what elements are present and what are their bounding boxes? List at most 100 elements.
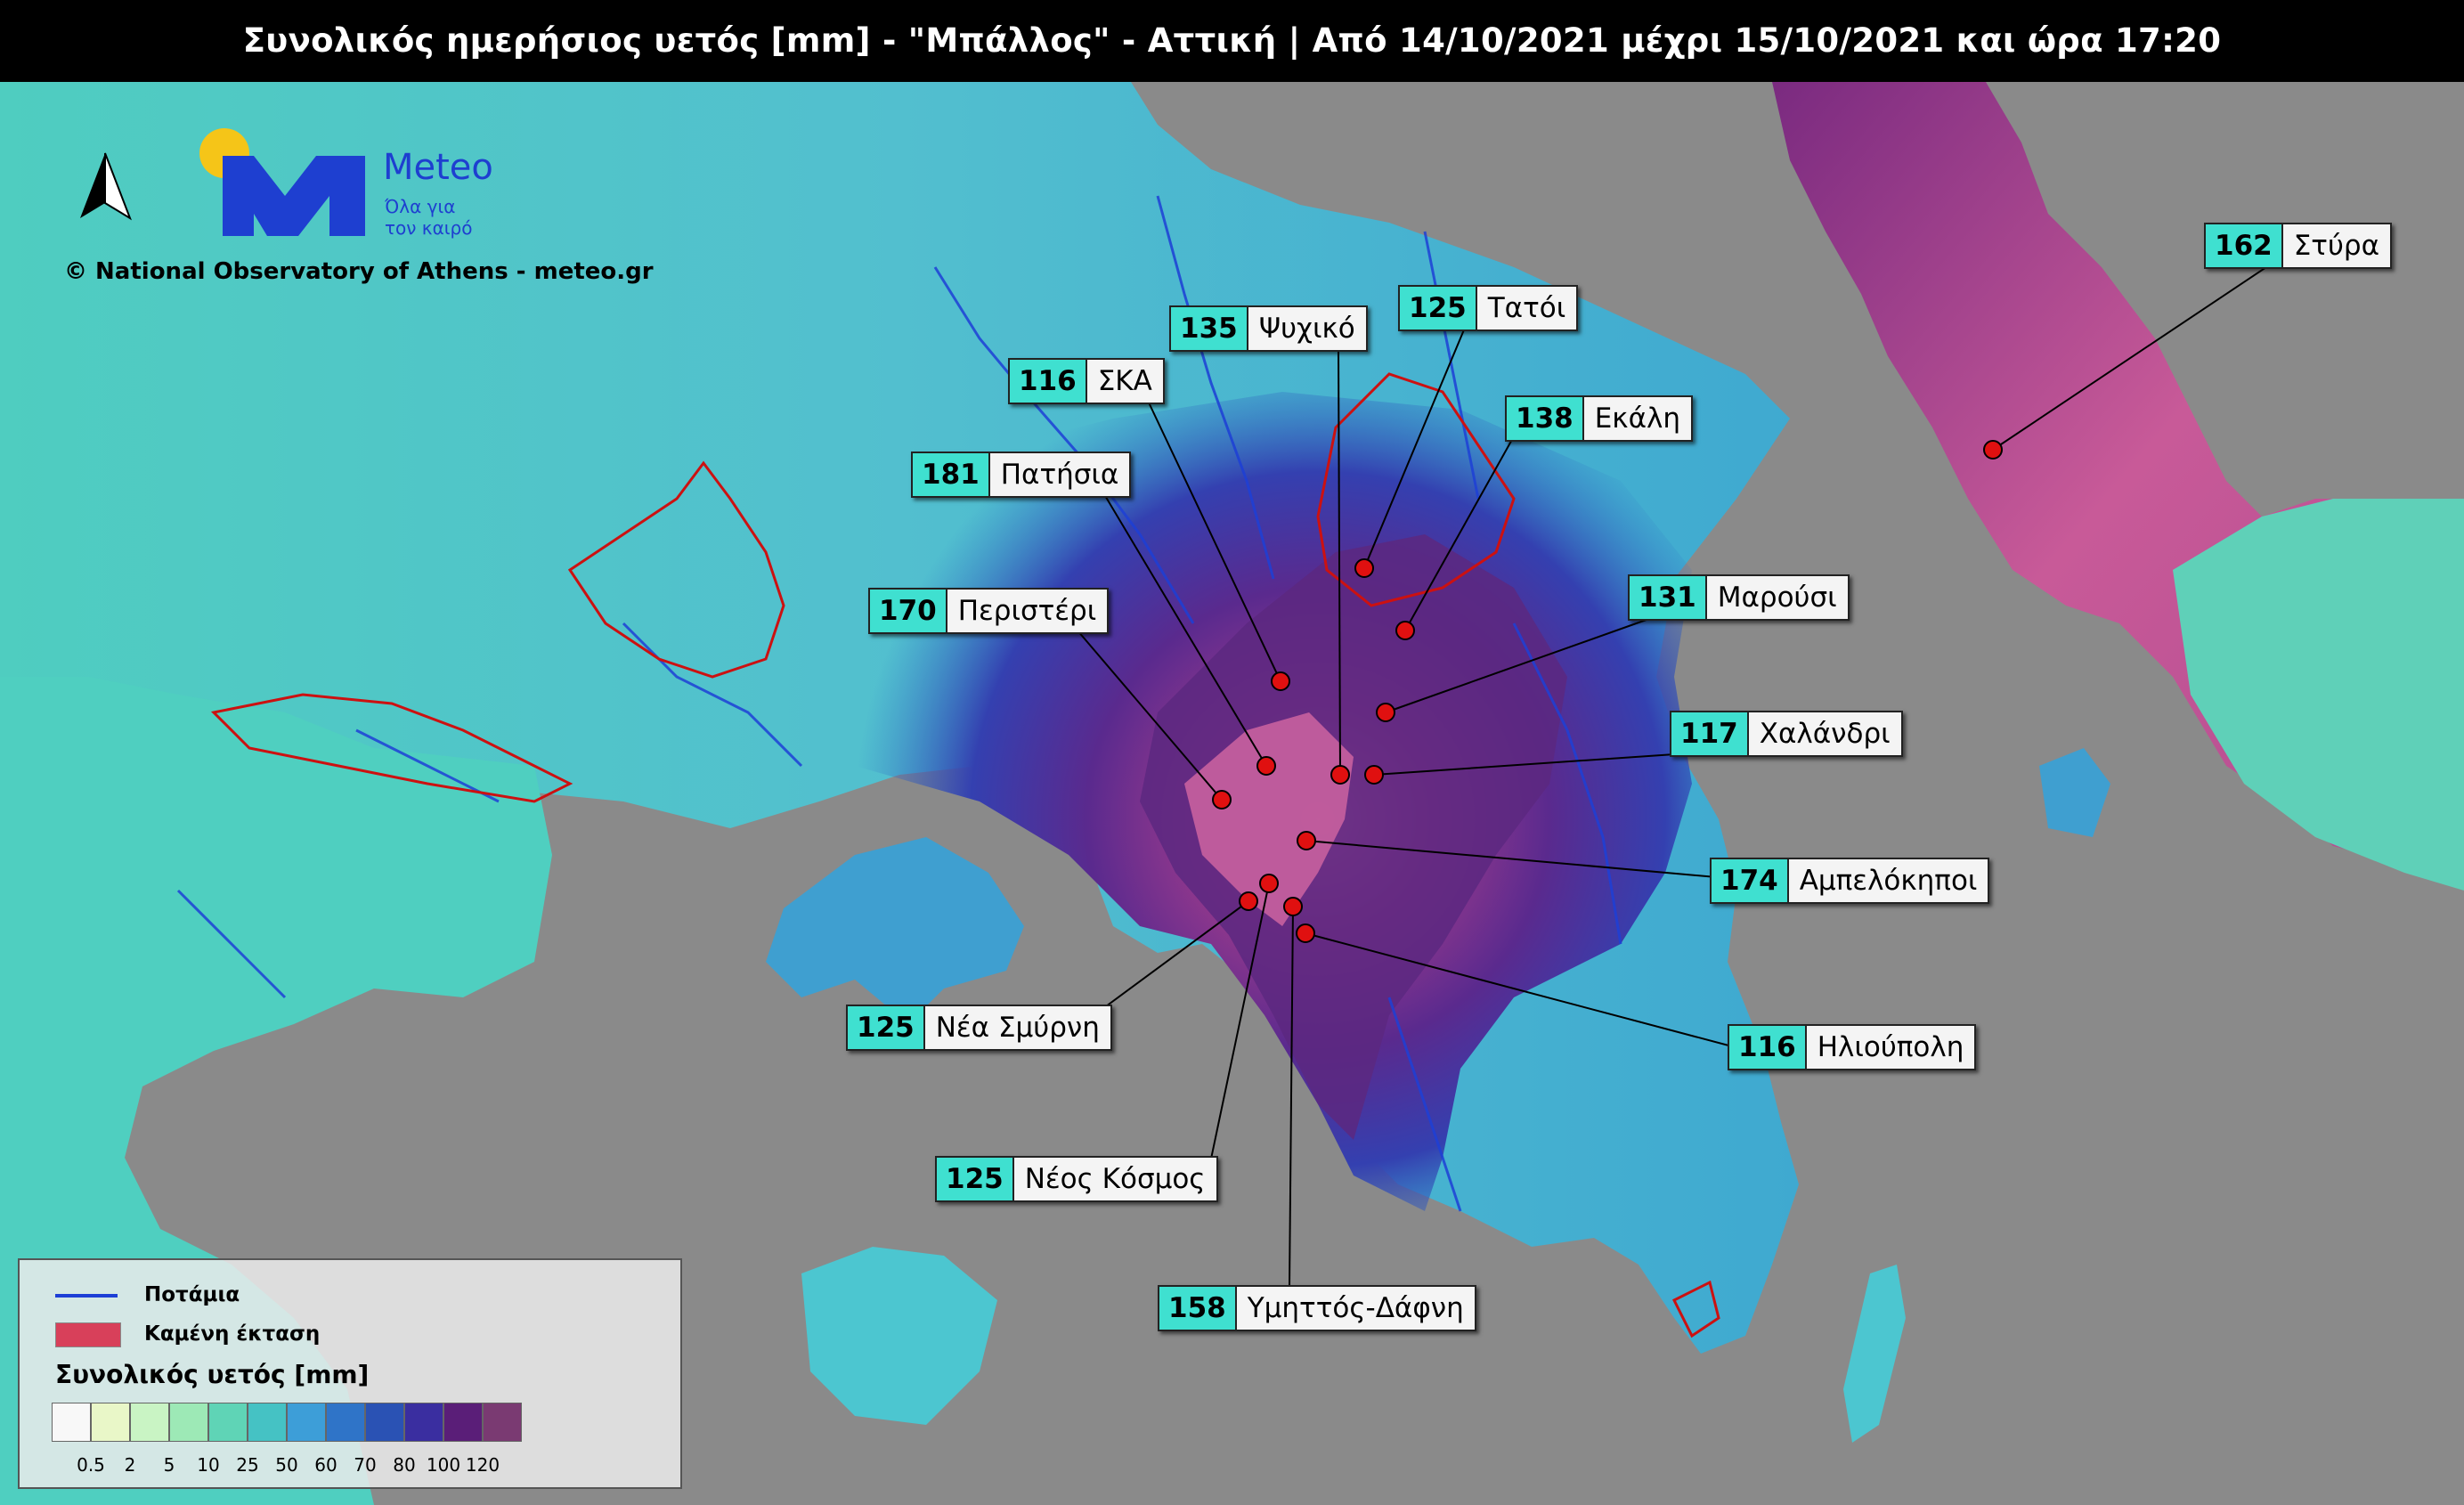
scale-swatch — [365, 1403, 404, 1442]
station-value: 117 — [1671, 712, 1747, 755]
station-dots — [1212, 440, 2003, 943]
station-value: 125 — [937, 1158, 1012, 1200]
station-dot[interactable] — [1297, 831, 1316, 850]
station-label-ampelokipoi[interactable]: 174 Αμπελόκηποι — [1710, 858, 1990, 904]
salamina-island — [766, 837, 1024, 1024]
rivers — [176, 195, 1622, 1212]
station-dot[interactable] — [1239, 891, 1258, 911]
station-dot[interactable] — [1296, 923, 1315, 943]
station-label-chalandri[interactable]: 117 Χαλάνδρι — [1670, 711, 1903, 757]
scale-swatch — [287, 1403, 326, 1442]
station-value: 116 — [1010, 360, 1086, 403]
scale-swatch — [130, 1403, 169, 1442]
scale-tick-label: 25 — [236, 1454, 259, 1476]
station-label-ekali[interactable]: 138 Εκάλη — [1505, 395, 1694, 442]
station-name: Στύρα — [2281, 224, 2391, 267]
scale-tick-label: 0.5 — [77, 1454, 105, 1476]
station-value: 125 — [1400, 287, 1476, 329]
station-value: 181 — [913, 453, 988, 496]
scale-tick-label: 60 — [314, 1454, 337, 1476]
station-label-psychiko[interactable]: 135 Ψυχικό — [1169, 305, 1368, 352]
leader-lines — [1077, 266, 2267, 1288]
station-name: Υμηττός-Δάφνη — [1234, 1287, 1475, 1330]
station-value: 125 — [848, 1006, 923, 1049]
station-name: Νέα Σμύρνη — [923, 1006, 1110, 1049]
meteo-logo-icon — [199, 128, 365, 236]
station-name: Πατήσια — [988, 453, 1130, 496]
legend-burned-label: Καμένη έκταση — [144, 1322, 321, 1346]
station-name: Περιστέρι — [945, 590, 1108, 632]
burned-areas — [210, 372, 1720, 1338]
station-dot[interactable] — [1376, 703, 1395, 722]
station-label-patisia[interactable]: 181 Πατήσια — [911, 452, 1132, 498]
logo-wordmark: Meteo — [383, 147, 493, 188]
station-name: Ηλιούπολη — [1804, 1026, 1975, 1069]
scale-swatch — [169, 1403, 208, 1442]
station-name: Τατόι — [1475, 287, 1577, 329]
station-dot[interactable] — [1395, 621, 1415, 640]
station-label-ymittos-dafni[interactable]: 158 Υμηττός-Δάφνη — [1158, 1285, 1476, 1331]
station-label-ska[interactable]: 116 ΣΚΑ — [1008, 358, 1165, 404]
scale-swatch — [483, 1403, 522, 1442]
aegina-island — [801, 1247, 997, 1425]
station-value: 170 — [870, 590, 946, 632]
station-label-styra[interactable]: 162 Στύρα — [2204, 223, 2393, 269]
station-dot[interactable] — [1330, 765, 1350, 785]
scale-swatch — [52, 1403, 91, 1442]
copyright-text: © National Observatory of Athens - meteo… — [64, 258, 654, 285]
islet-south — [1843, 1265, 1906, 1443]
scale-tick-label: 10 — [197, 1454, 220, 1476]
scale-tick-label: 2 — [124, 1454, 136, 1476]
station-label-neos-kosmos[interactable]: 125 Νέος Κόσμος — [935, 1156, 1218, 1202]
station-dot[interactable] — [1983, 440, 2003, 460]
map-title: Συνολικός ημερήσιος υετός [mm] - "Μπάλλο… — [0, 0, 2464, 82]
station-value: 138 — [1507, 397, 1582, 440]
burned-area-swatch-icon — [55, 1322, 121, 1347]
station-label-tatoi[interactable]: 125 Τατόι — [1398, 285, 1579, 331]
station-label-peristeri[interactable]: 170 Περιστέρι — [868, 588, 1110, 634]
station-value: 158 — [1159, 1287, 1235, 1330]
scale-tick-label: 50 — [275, 1454, 298, 1476]
islet-east — [2039, 748, 2110, 837]
rain-peak-zone — [1184, 712, 1354, 926]
scale-swatch — [208, 1403, 248, 1442]
station-name: ΣΚΑ — [1085, 360, 1163, 403]
scale-tick-label: 80 — [393, 1454, 416, 1476]
station-value: 162 — [2206, 224, 2281, 267]
station-dot[interactable] — [1354, 558, 1374, 578]
scale-swatch — [326, 1403, 365, 1442]
station-label-nea-smyrni[interactable]: 125 Νέα Σμύρνη — [846, 1005, 1112, 1051]
station-dot[interactable] — [1271, 671, 1290, 691]
station-dot[interactable] — [1283, 897, 1303, 916]
station-dot[interactable] — [1259, 874, 1279, 893]
station-dot[interactable] — [1256, 756, 1276, 776]
station-name: Ψυχικό — [1246, 307, 1366, 350]
scale-tick-label: 70 — [354, 1454, 377, 1476]
station-dot[interactable] — [1364, 765, 1384, 785]
legend-scale-title: Συνολικός υετός [mm] — [55, 1360, 370, 1389]
station-value: 131 — [1630, 576, 1705, 619]
map-legend: Ποτάμια Καμένη έκταση Συνολικός υετός [m… — [18, 1258, 682, 1489]
station-name: Αμπελόκηποι — [1786, 859, 1988, 902]
station-value: 135 — [1171, 307, 1247, 350]
station-name: Χαλάνδρι — [1746, 712, 1901, 755]
station-name: Μαρούσι — [1704, 576, 1848, 619]
station-dot[interactable] — [1212, 790, 1232, 809]
station-value: 116 — [1729, 1026, 1805, 1069]
legend-rivers-label: Ποτάμια — [144, 1283, 240, 1306]
scale-swatch — [248, 1403, 287, 1442]
scale-tick-label: 5 — [163, 1454, 175, 1476]
scale-tick-label: 120 — [465, 1454, 500, 1476]
logo-slogan: Όλα για τον καιρό — [385, 196, 473, 239]
scale-swatch — [404, 1403, 443, 1442]
station-label-ilioupoli[interactable]: 116 Ηλιούπολη — [1728, 1024, 1977, 1070]
scale-tick-label: 100 — [426, 1454, 461, 1476]
evia-east-land — [2173, 499, 2464, 891]
station-value: 174 — [1712, 859, 1787, 902]
scale-swatch — [91, 1403, 130, 1442]
station-label-marousi[interactable]: 131 Μαρούσι — [1628, 574, 1850, 621]
station-name: Νέος Κόσμος — [1012, 1158, 1216, 1200]
station-name: Εκάλη — [1582, 397, 1692, 440]
scale-swatch — [443, 1403, 483, 1442]
